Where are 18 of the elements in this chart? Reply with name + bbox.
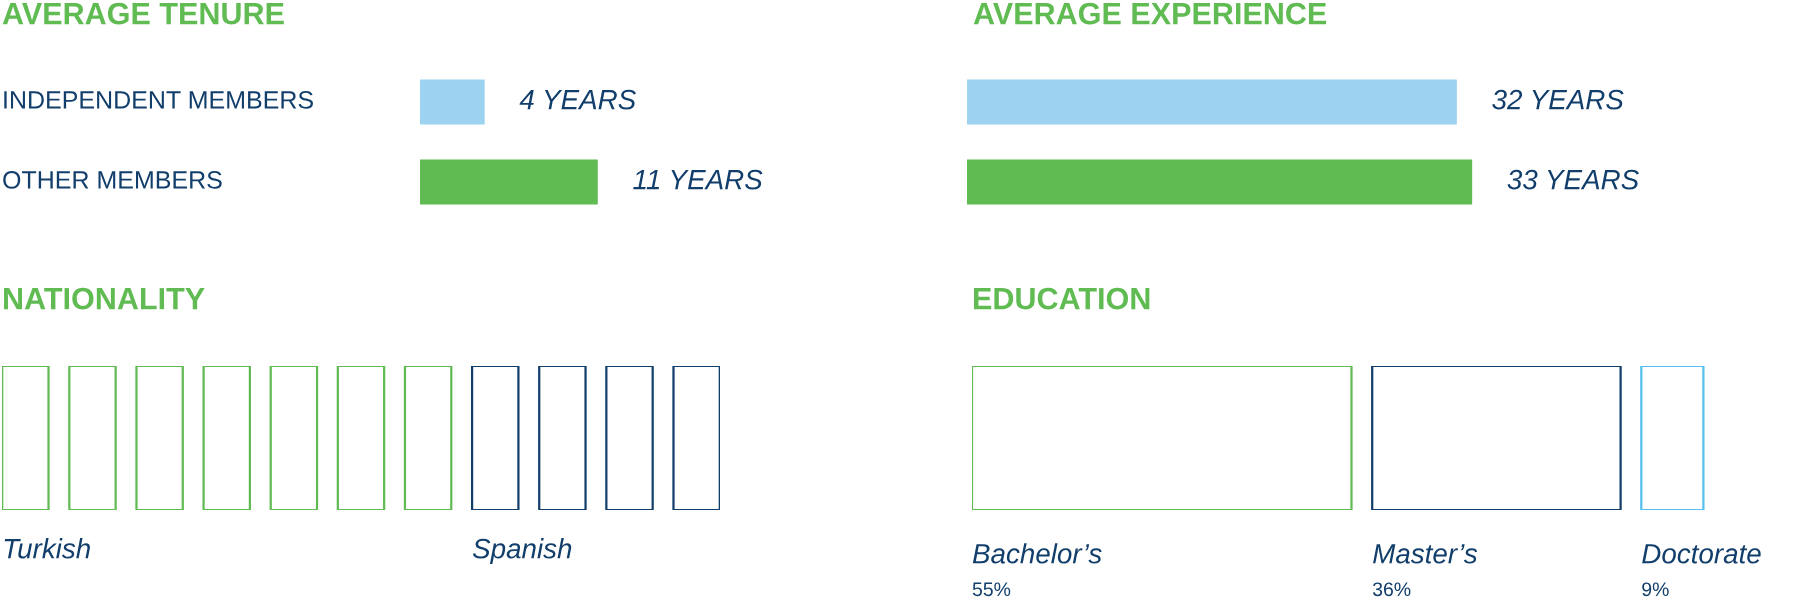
data-label: 33 YEARS (1507, 169, 1639, 190)
x-tick-label: Turkish (4, 538, 90, 559)
data-label: 32 YEARS (1492, 89, 1624, 110)
y-tick-label: OTHER MEMBERS (3, 171, 222, 189)
data-label: 36% (1372, 582, 1411, 597)
chart-title: AVERAGE EXPERIENCE (973, 2, 1327, 25)
data-label: 11 YEARS (633, 169, 763, 190)
y-tick-label: INDEPENDENT MEMBERS (4, 91, 313, 109)
category-label: Doctorate (1642, 544, 1761, 564)
text: EDUCATION (974, 287, 1150, 310)
data-label: 4 YEARS (519, 89, 636, 110)
category-label: Bachelor’s (972, 543, 1102, 564)
category-label: Master’s (1373, 544, 1478, 564)
x-tick-label: Spanish (472, 538, 572, 564)
data-label: 9% (1642, 582, 1669, 597)
text: AVERAGE TENURE (2, 2, 284, 25)
chart-title: NATIONALITY (4, 287, 205, 310)
data-label: 55% (972, 582, 1011, 597)
